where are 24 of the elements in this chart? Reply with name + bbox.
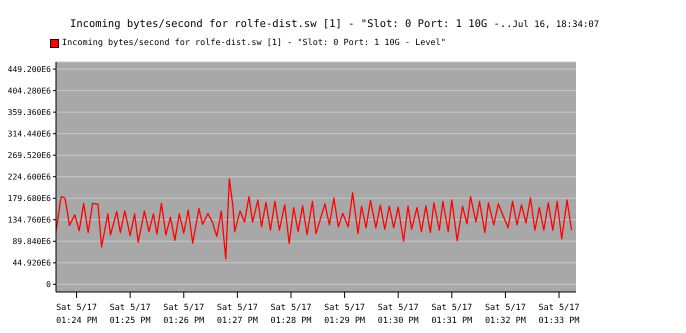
y-tick-label: 359.360E6	[8, 108, 52, 117]
x-tick-label: Sat 5/17 01:24 PM	[56, 303, 98, 326]
y-tick-label: 134.760E6	[8, 216, 52, 225]
x-tick-label: Sat 5/17 01:29 PM	[324, 303, 366, 326]
y-tick-label: 269.520E6	[8, 151, 52, 160]
y-tick-label: 179.680E6	[8, 194, 52, 204]
x-tick-label: Sat 5/17 01:33 PM	[538, 303, 580, 326]
y-tick-label: 0	[46, 280, 52, 290]
x-tick-label: Sat 5/17 01:31 PM	[431, 303, 472, 326]
x-tick-label: Sat 5/17 01:27 PM	[216, 303, 258, 326]
y-tick-label: 404.280E6	[8, 86, 52, 96]
x-tick-label: Sat 5/17 01:26 PM	[163, 303, 204, 326]
y-tick-label: 89.840E6	[12, 237, 52, 246]
y-tick-label: 224.600E6	[8, 172, 52, 182]
x-tick-label: Sat 5/17 01:28 PM	[270, 303, 312, 326]
x-tick-label: Sat 5/17 01:32 PM	[484, 303, 526, 326]
x-tick-label: Sat 5/17 01:30 PM	[378, 303, 419, 326]
y-tick-label: 449.200E6	[8, 64, 52, 74]
y-tick-label: 314.440E6	[8, 130, 52, 139]
x-tick-label: Sat 5/17 01:25 PM	[110, 303, 151, 326]
chart-title: Incoming bytes/second for rolfe-dist.sw [1] - "Slot: 0 Port: 1 10G -..	[70, 18, 513, 30]
legend-label: Incoming bytes/second for rolfe-dist.sw [1] - "Slot: 0 Port: 1 10G - Level"	[62, 38, 446, 48]
text: Jul 16, 18:34:07	[512, 20, 600, 30]
y-tick-label: 44.920E6	[12, 258, 52, 268]
